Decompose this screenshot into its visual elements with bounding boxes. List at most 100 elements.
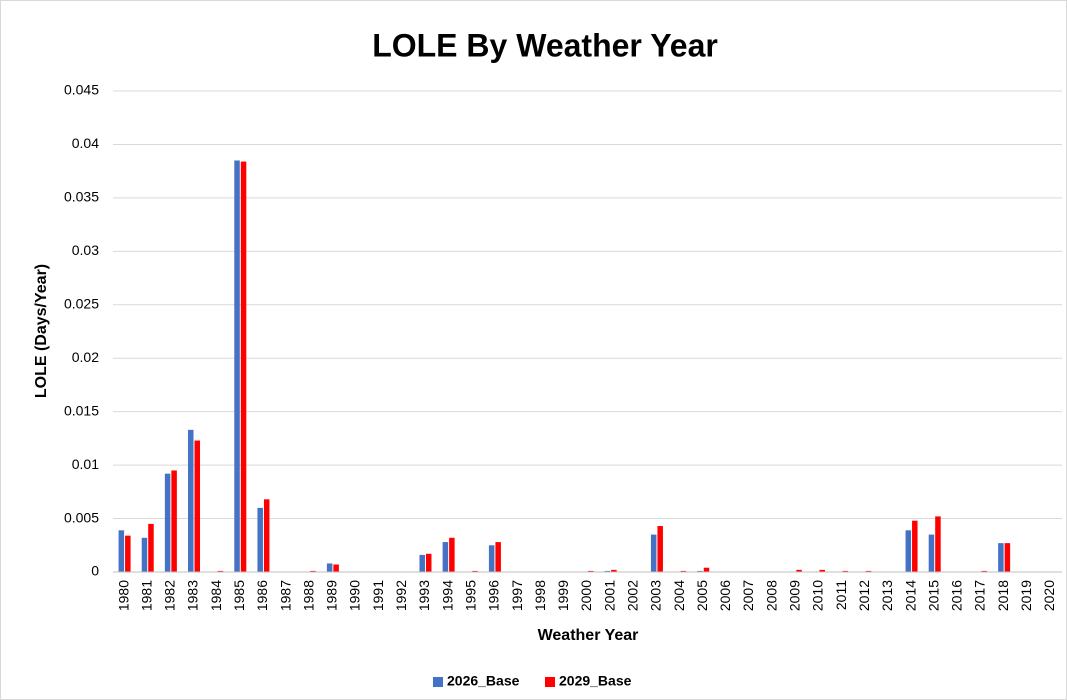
- x-tick-label: 1981: [138, 580, 154, 611]
- x-tick-label: 2017: [972, 580, 988, 611]
- bar: [697, 570, 703, 572]
- bar: [194, 440, 201, 572]
- x-tick-label: 2001: [601, 580, 617, 611]
- bar: [326, 563, 333, 572]
- y-tick-label: 0.035: [64, 189, 99, 205]
- x-tick-label: 2016: [949, 580, 965, 611]
- bar: [981, 570, 987, 572]
- legend-text: 2026_Base: [447, 673, 520, 689]
- bar: [912, 520, 918, 572]
- x-tick-label: 1986: [254, 580, 270, 611]
- y-tick-label: 0.03: [72, 242, 99, 258]
- x-tick-label: 2014: [902, 580, 918, 611]
- bar: [442, 542, 449, 572]
- bar: [217, 570, 224, 572]
- bar: [425, 553, 432, 572]
- bar: [118, 530, 125, 572]
- x-tick-label: 1991: [370, 580, 386, 611]
- bar: [141, 537, 148, 572]
- x-tick-label: 2018: [995, 580, 1011, 611]
- y-tick-label: 0: [91, 563, 99, 579]
- bar: [657, 526, 663, 572]
- x-tick-label: 1994: [439, 580, 455, 611]
- bar: [419, 554, 425, 572]
- x-tick-label: 1992: [393, 580, 409, 611]
- bar: [488, 545, 495, 572]
- bar: [928, 534, 935, 572]
- x-tick-label: 1995: [462, 580, 478, 611]
- bar: [703, 567, 710, 572]
- bar: [842, 570, 849, 572]
- x-tick-label: 2004: [671, 580, 687, 611]
- bar: [604, 570, 611, 572]
- y-tick-label: 0.01: [72, 456, 99, 472]
- chart-title: LOLE By Weather Year: [372, 27, 718, 63]
- x-tick-label: 1980: [115, 580, 131, 611]
- legend-swatch: [433, 677, 443, 687]
- bar: [1004, 543, 1011, 572]
- x-tick-label: 1988: [300, 580, 316, 611]
- bar: [680, 570, 687, 572]
- y-tick-label: 0.02: [72, 349, 99, 365]
- x-tick-label: 2011: [833, 580, 849, 610]
- bar: [148, 523, 154, 572]
- x-tick-label: 2003: [648, 580, 664, 611]
- x-axis-title: Weather Year: [538, 627, 639, 644]
- bar: [234, 160, 240, 572]
- x-tick-label: 1984: [208, 580, 224, 611]
- bar: [905, 530, 912, 572]
- bar: [310, 570, 316, 572]
- x-tick-label: 2009: [787, 580, 803, 611]
- x-tick-label: 1998: [532, 580, 548, 611]
- y-tick-label: 0.04: [72, 135, 99, 151]
- bar: [240, 161, 247, 572]
- x-tick-label: 2010: [810, 580, 826, 611]
- x-tick-label: 1983: [185, 580, 201, 611]
- bar: [257, 507, 263, 572]
- x-tick-label: 2002: [624, 580, 640, 611]
- bar: [449, 537, 455, 572]
- bar: [588, 570, 594, 572]
- bar: [865, 570, 872, 572]
- bar: [796, 569, 802, 572]
- x-tick-label: 2006: [717, 580, 733, 611]
- x-tick-label: 1989: [324, 580, 340, 611]
- x-tick-label: 1996: [486, 580, 502, 611]
- bar: [611, 569, 617, 572]
- x-tick-label: 1997: [509, 580, 525, 611]
- y-tick-label: 0.045: [64, 82, 99, 98]
- y-tick-label: 0.025: [64, 295, 99, 311]
- x-tick-label: 2015: [925, 580, 941, 611]
- x-tick-label: 1999: [555, 580, 571, 611]
- x-tick-label: 1987: [277, 580, 293, 611]
- y-axis-title: LOLE (Days/Year): [33, 264, 50, 398]
- y-tick-label: 0.015: [64, 402, 99, 418]
- x-tick-label: 2005: [694, 580, 710, 611]
- legend-swatch: [545, 677, 555, 687]
- bar: [263, 499, 270, 572]
- bar: [125, 535, 131, 572]
- x-tick-label: 2013: [879, 580, 895, 611]
- x-tick-label: 2020: [1041, 580, 1057, 611]
- y-tick-label: 0.005: [64, 509, 99, 525]
- bar: [819, 569, 825, 572]
- x-tick-label: 2007: [740, 580, 756, 611]
- x-tick-label: 1982: [162, 580, 178, 611]
- bar: [164, 473, 171, 572]
- x-tick-label: 2008: [763, 580, 779, 611]
- x-tick-label: 1990: [347, 580, 363, 611]
- bar: [495, 542, 501, 572]
- legend-text: 2029_Base: [559, 673, 632, 689]
- bar: [171, 470, 177, 572]
- x-tick-label: 2012: [856, 580, 872, 611]
- x-tick-label: 1985: [231, 580, 247, 611]
- x-tick-label: 1993: [416, 580, 432, 611]
- bar: [333, 564, 339, 572]
- bar: [188, 429, 194, 572]
- bar: [998, 543, 1004, 572]
- bar: [935, 516, 941, 572]
- bar: [472, 570, 478, 572]
- x-tick-label: 2000: [578, 580, 594, 611]
